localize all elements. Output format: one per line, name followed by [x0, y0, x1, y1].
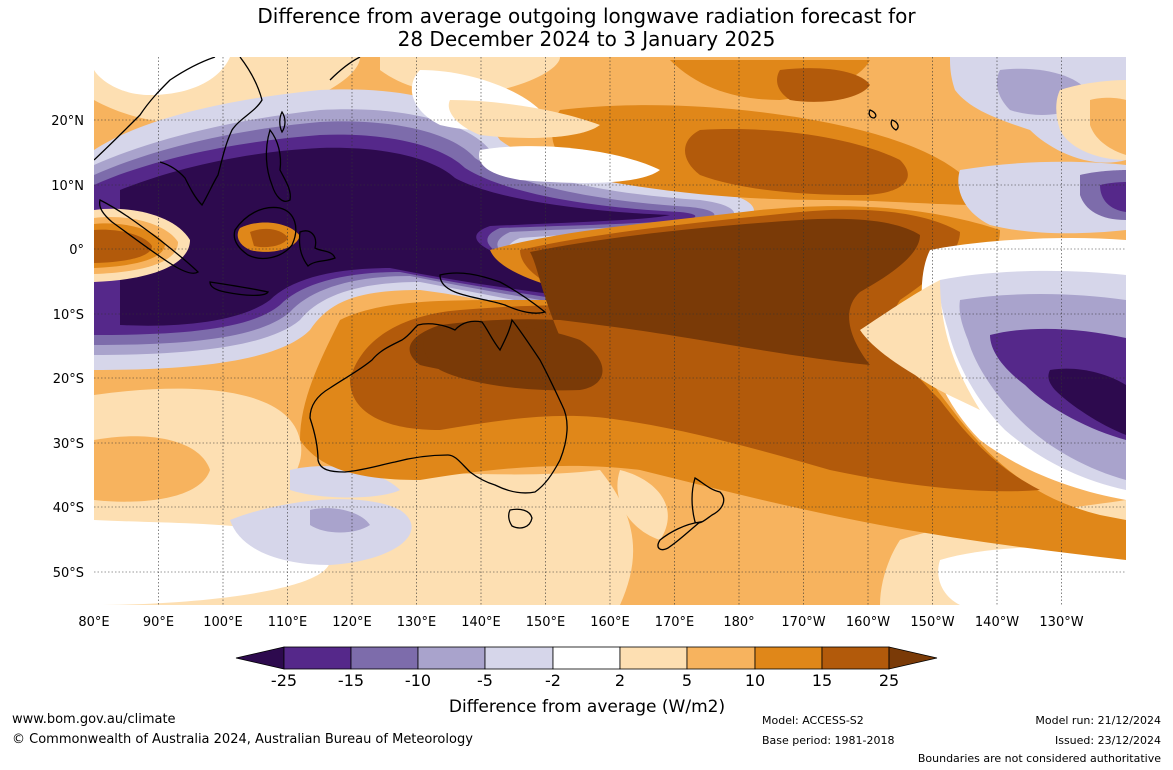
colorbar-tick: -25 [271, 671, 297, 690]
lat-label: 10°S [53, 308, 84, 323]
colorbar-swatch [283, 646, 352, 670]
lon-label: 80°E [78, 615, 109, 630]
colorbar: -25 -15 -10 -5 -2 2 5 10 15 25 Differenc… [235, 646, 938, 717]
colorbar-swatch [619, 646, 688, 670]
coastlines [94, 57, 899, 551]
model-name: Model: ACCESS-S2 [762, 714, 864, 727]
australia-coastline [309, 318, 568, 494]
lat-label: 40°S [53, 501, 84, 516]
lon-label: 150°E [526, 615, 566, 630]
lon-label: 130°W [1039, 615, 1083, 630]
lat-label: 30°S [53, 437, 84, 452]
colorbar-swatch [552, 646, 621, 670]
lon-label: 180° [723, 615, 754, 630]
lon-label: 140°W [975, 615, 1019, 630]
model-run-date: Model run: 21/12/2024 [1035, 714, 1161, 727]
colorbar-low-extend [235, 646, 285, 670]
base-period: Base period: 1981-2018 [762, 734, 895, 747]
colorbar-tick: 2 [615, 671, 625, 690]
lon-label: 100°E [203, 615, 243, 630]
colorbar-swatch [417, 646, 486, 670]
lon-label: 120°E [332, 615, 372, 630]
lon-label: 170°W [781, 615, 825, 630]
colorbar-label: Difference from average (W/m2) [449, 697, 725, 717]
lon-label: 140°E [461, 615, 501, 630]
colorbar-swatch [821, 646, 890, 670]
lat-label: 20°N [51, 114, 84, 129]
lon-label: 150°W [910, 615, 954, 630]
colorbar-swatch [754, 646, 823, 670]
anomaly-field [94, 57, 1126, 605]
colorbar-tick: 10 [745, 671, 765, 690]
boundaries-disclaimer: Boundaries are not considered authoritat… [917, 752, 1161, 765]
lon-label: 160°E [590, 615, 630, 630]
colorbar-swatch [484, 646, 554, 670]
colorbar-tick: -2 [545, 671, 561, 690]
lat-label: 0° [69, 243, 84, 258]
new-guinea-coastline [439, 272, 547, 314]
colorbar-tick: -5 [477, 671, 493, 690]
issued-date: Issued: 23/12/2024 [1054, 734, 1161, 747]
lat-label: 20°S [53, 372, 84, 387]
map-title-line-1: Difference from average outgoing longwav… [257, 4, 916, 28]
website-url[interactable]: www.bom.gov.au/climate [12, 712, 176, 727]
colorbar-high-extend [888, 646, 938, 670]
lon-label: 90°E [143, 615, 174, 630]
lon-label: 170°E [655, 615, 695, 630]
copyright-notice: © Commonwealth of Australia 2024, Austra… [12, 732, 473, 747]
colorbar-tick: 25 [879, 671, 899, 690]
longitude-labels: 80°E 90°E 100°E 110°E 120°E 130°E 140°E … [78, 615, 1083, 630]
colorbar-swatch [686, 646, 756, 670]
colorbar-swatch [350, 646, 419, 670]
lon-label: 160°W [846, 615, 890, 630]
colorbar-tick: 5 [682, 671, 692, 690]
colorbar-tick: 15 [812, 671, 832, 690]
colorbar-tick: -15 [338, 671, 364, 690]
new-zealand-coastline [691, 477, 725, 524]
lat-label: 10°N [51, 179, 84, 194]
tasmania-coastline [508, 508, 533, 529]
lon-label: 130°E [397, 615, 437, 630]
lon-label: 110°E [268, 615, 308, 630]
map-title-line-2: 28 December 2024 to 3 January 2025 [397, 27, 776, 51]
colorbar-tick: -10 [405, 671, 431, 690]
lat-label: 50°S [53, 566, 84, 581]
latitude-labels: 20°N 10°N 0° 10°S 20°S 30°S 40°S 50°S [51, 114, 84, 581]
graticule [94, 57, 1126, 605]
